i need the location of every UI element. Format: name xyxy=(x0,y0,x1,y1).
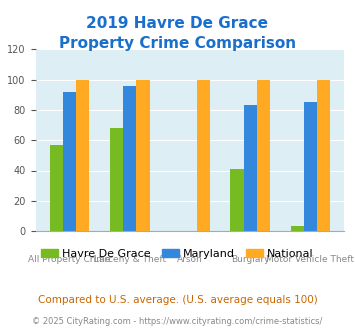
Bar xyxy=(244,106,257,231)
Text: All Property Crime: All Property Crime xyxy=(28,255,111,264)
Bar xyxy=(136,80,149,231)
Bar xyxy=(123,86,136,231)
Bar xyxy=(304,102,317,231)
Text: Burglary: Burglary xyxy=(231,255,269,264)
Text: Larceny & Theft: Larceny & Theft xyxy=(94,255,166,264)
Bar xyxy=(290,226,304,231)
Bar xyxy=(50,145,63,231)
Bar xyxy=(230,169,244,231)
Bar xyxy=(63,92,76,231)
Text: Motor Vehicle Theft: Motor Vehicle Theft xyxy=(267,255,354,264)
Bar xyxy=(76,80,89,231)
Text: © 2025 CityRating.com - https://www.cityrating.com/crime-statistics/: © 2025 CityRating.com - https://www.city… xyxy=(32,317,323,326)
Legend: Havre De Grace, Maryland, National: Havre De Grace, Maryland, National xyxy=(37,245,318,263)
Text: Compared to U.S. average. (U.S. average equals 100): Compared to U.S. average. (U.S. average … xyxy=(38,295,317,305)
Bar xyxy=(317,80,330,231)
Bar xyxy=(110,128,123,231)
Text: 2019 Havre De Grace: 2019 Havre De Grace xyxy=(87,16,268,31)
Text: Property Crime Comparison: Property Crime Comparison xyxy=(59,36,296,51)
Bar xyxy=(197,80,210,231)
Bar xyxy=(257,80,270,231)
Text: Arson: Arson xyxy=(177,255,203,264)
